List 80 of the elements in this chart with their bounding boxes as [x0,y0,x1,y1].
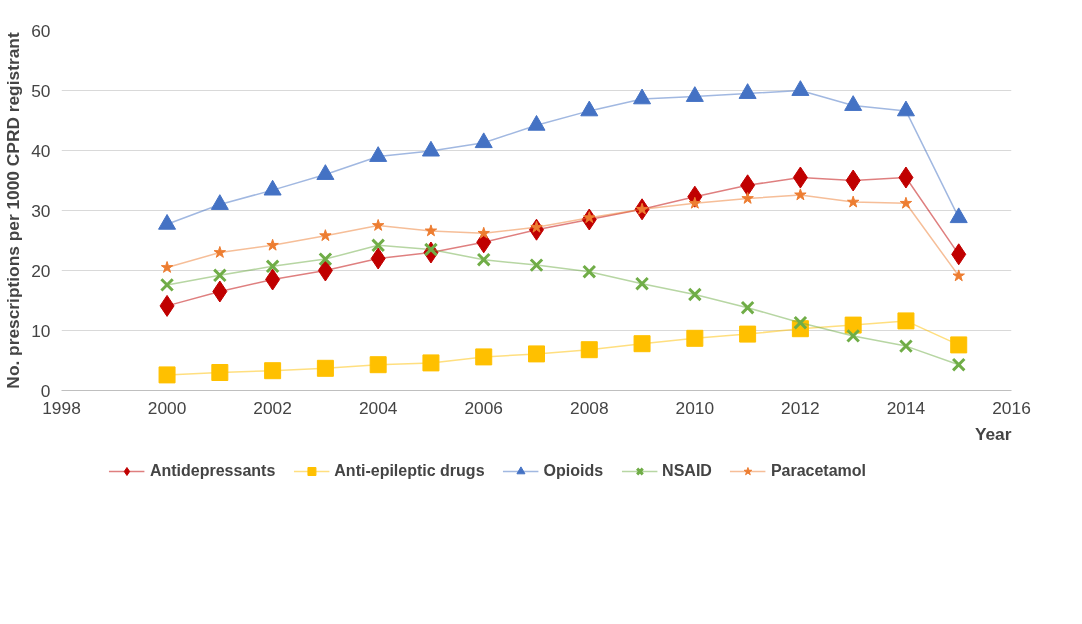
point [477,226,490,239]
point [210,194,229,210]
point [633,88,652,105]
point [846,328,861,344]
point [844,95,863,111]
x-axis-title: Year [974,423,1012,444]
point [319,229,332,242]
point [580,341,598,359]
point [528,345,545,363]
point [424,224,438,237]
x-tick-label: 2012 [781,397,820,418]
y-tick-label: 60 [31,20,51,41]
point [952,269,965,282]
point [263,179,282,196]
point [738,83,757,99]
point [740,300,755,315]
point [791,80,810,96]
point [686,329,704,347]
x-tick-label: 2010 [675,397,715,418]
y-tick-label: 30 [31,200,51,221]
y-axis-title: No. prescriptions per 1000 CPRD registrant [3,32,24,389]
point [474,132,493,149]
point [371,219,385,231]
legend-label: Opioids [543,461,604,480]
point [739,325,757,343]
y-tick-label: 50 [31,80,51,101]
legend-label: Anti-epileptic drugs [334,461,485,480]
point [316,164,335,180]
x-tick-label: 2008 [570,397,609,418]
point [371,238,386,253]
point [422,354,440,372]
x-tick-label: 2002 [253,397,292,418]
x-tick-label: 2016 [992,397,1031,418]
point [527,114,546,131]
x-tick-label: 2004 [358,397,398,418]
point [369,146,388,162]
point [580,100,599,117]
point [896,100,915,117]
point [264,362,282,380]
point [741,192,754,204]
point [951,357,966,372]
point [476,252,491,267]
point [793,315,808,330]
point [369,356,387,374]
x-tick-label: 2006 [464,397,504,418]
point [687,287,702,302]
point [898,338,914,354]
point [846,195,860,208]
legend-label: NSAID [662,461,712,480]
point [265,259,280,274]
point [213,246,227,258]
y-tick-label: 10 [31,320,51,341]
point [266,238,279,251]
y-tick-label: 40 [31,140,51,161]
point [899,196,913,209]
point [949,207,968,224]
point [582,264,597,279]
legend-label: Paracetamol [770,461,867,480]
legend-label: Antidepressants [149,461,276,480]
point [950,336,968,354]
point [685,86,704,102]
x-tick-label: 2014 [886,397,926,418]
point [634,276,650,291]
point [316,359,334,377]
point [633,335,651,353]
y-tick-label: 20 [31,260,51,281]
point [423,242,439,257]
point [529,257,544,273]
point [160,261,174,273]
point [897,312,915,330]
point [318,251,333,267]
x-tick-label: 2000 [147,397,187,418]
point [794,188,807,201]
point [421,140,440,157]
point [159,277,175,293]
point [211,364,229,381]
point [475,348,493,366]
point [158,213,177,230]
point [212,268,227,283]
point [158,366,176,384]
